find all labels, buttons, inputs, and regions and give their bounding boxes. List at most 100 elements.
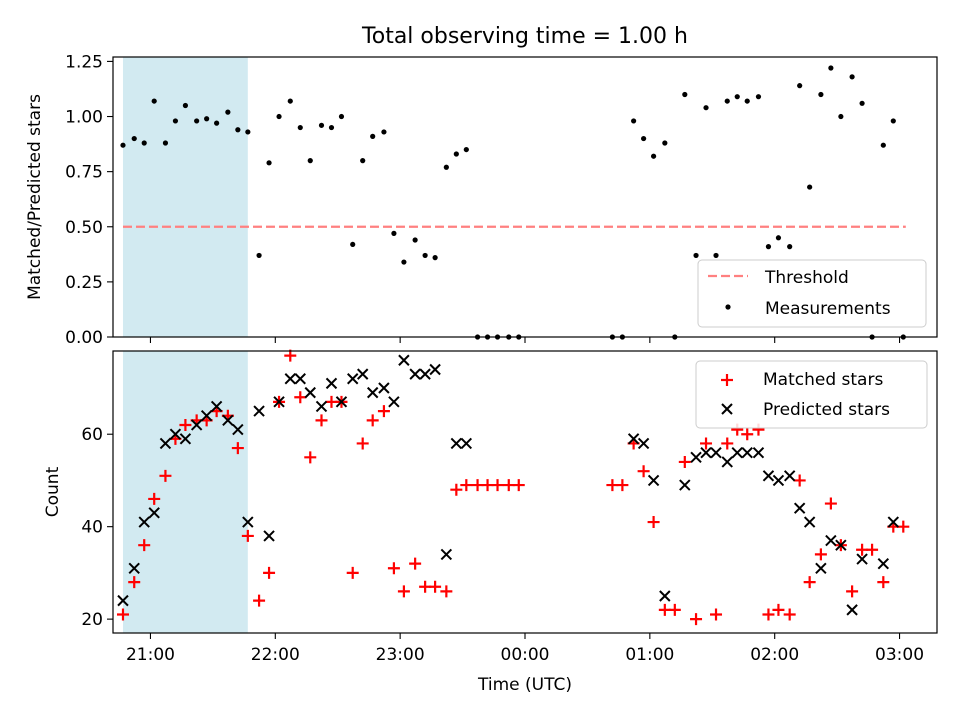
matched-legend-marker [721, 374, 733, 386]
matched-stars-point [460, 479, 473, 492]
predicted-legend-marker [721, 403, 733, 415]
predicted-stars-point [803, 516, 816, 528]
predicted-stars-point [679, 479, 691, 491]
matched-stars-point [138, 539, 151, 552]
measurements-point [141, 140, 147, 146]
bot-x-tick-label: 23:00 [376, 645, 425, 665]
measurements-point [328, 124, 335, 131]
predicted-stars-point [721, 456, 733, 468]
top-y-tick-label: 0.00 [65, 328, 103, 348]
predicted-stars-point [398, 354, 410, 366]
predicted-stars-point [409, 368, 421, 380]
bot-shaded-span [122, 351, 248, 633]
measurements-point [162, 140, 169, 146]
predicted-stars-point [273, 396, 285, 408]
measurements-point [849, 74, 855, 80]
predicted-stars-point [731, 446, 743, 459]
measurements-point [859, 100, 865, 106]
matched-stars-point [846, 585, 859, 598]
bot-y-tick-label: 20 [81, 610, 103, 630]
bot-y-tick-label: 40 [81, 518, 103, 538]
measurements-point [307, 158, 313, 164]
matched-stars-point [450, 483, 463, 496]
measurements-point [828, 65, 834, 71]
predicted-stars-point [232, 423, 244, 436]
matched-stars-point [284, 349, 297, 362]
measurements-point [641, 135, 647, 142]
matched-stars-point [263, 566, 276, 579]
measurements-point [463, 146, 469, 153]
matched-stars-point [294, 391, 307, 404]
matched-stars-point [253, 594, 266, 607]
matched-stars-point [148, 492, 161, 505]
matched-stars-point [772, 603, 785, 616]
measurements-point [422, 252, 428, 259]
predicted-stars-point [284, 373, 296, 385]
bot-x-tick-label: 21:00 [126, 645, 175, 665]
matched-stars-point [429, 580, 442, 593]
predicted-stars-point [128, 562, 140, 574]
measurements-point [412, 237, 418, 243]
measurements-point [194, 118, 200, 124]
measurements-point [204, 116, 210, 122]
matched-stars-point [668, 603, 681, 616]
measurements-point [838, 113, 844, 120]
measurements-point [287, 98, 293, 104]
measurements-point [120, 142, 126, 148]
predicted-stars-point [335, 396, 348, 408]
measurements-point [172, 118, 179, 124]
measurements-point [245, 129, 251, 135]
matched-stars-point [793, 474, 806, 487]
matched-stars-point [346, 566, 359, 579]
bottom-x-axis-label: Time (UTC) [477, 675, 572, 695]
matched-stars-point [866, 543, 879, 556]
matched-stars-point [803, 576, 816, 589]
predicted-stars-point [783, 470, 796, 482]
top-y-tick-label: 0.50 [65, 218, 103, 238]
matched-stars-point [231, 442, 244, 455]
measurements-point [151, 98, 157, 104]
predicted-stars-point [242, 516, 254, 528]
bottom-legend-box [695, 360, 928, 429]
predicted-stars-point [347, 373, 359, 385]
predicted-stars-point [460, 437, 473, 450]
predicted-stars-point [815, 562, 827, 574]
predicted-stars-point [117, 594, 129, 607]
measurements-point [880, 142, 886, 148]
predicted-stars-point [450, 437, 463, 450]
bot-y-tick-label: 60 [81, 425, 103, 445]
top-y-axis-label: Matched/Predicted stars [25, 94, 45, 300]
bot-x-tick-label: 02:00 [750, 645, 799, 665]
measurements-point [713, 252, 719, 259]
measurements-point [225, 109, 231, 115]
measurements-point [703, 105, 709, 111]
matched-stars-point [814, 548, 827, 561]
predicted-stars-point [378, 382, 390, 394]
predicted-stars-point [440, 548, 453, 561]
measurements-point [662, 140, 668, 146]
predicted-legend-label: Predicted stars [763, 400, 890, 420]
predicted-stars-point [752, 446, 765, 459]
bot-x-tick-label: 03:00 [875, 645, 924, 665]
predicted-stars-point [366, 386, 379, 399]
measurements-point [256, 252, 262, 259]
measurements-legend-marker [725, 304, 731, 310]
predicted-stars-point [138, 516, 150, 528]
matched-stars-point [241, 529, 254, 542]
measurements-point [734, 94, 740, 100]
matched-stars-point [512, 479, 525, 492]
matched-stars-point [440, 585, 453, 598]
predicted-stars-point [253, 405, 265, 417]
matched-stars-point [366, 414, 379, 427]
measurements-point [401, 259, 407, 265]
measurements-point [360, 158, 366, 164]
matched-stars-point [824, 497, 837, 510]
measurements-point [744, 98, 750, 104]
matched-stars-point [690, 613, 703, 626]
measurements-point [131, 135, 137, 142]
predicted-stars-point [210, 400, 223, 413]
measurements-point [235, 127, 241, 133]
predicted-stars-point [356, 368, 369, 380]
predicted-stars-point [190, 419, 203, 431]
predicted-stars-point [690, 451, 702, 464]
